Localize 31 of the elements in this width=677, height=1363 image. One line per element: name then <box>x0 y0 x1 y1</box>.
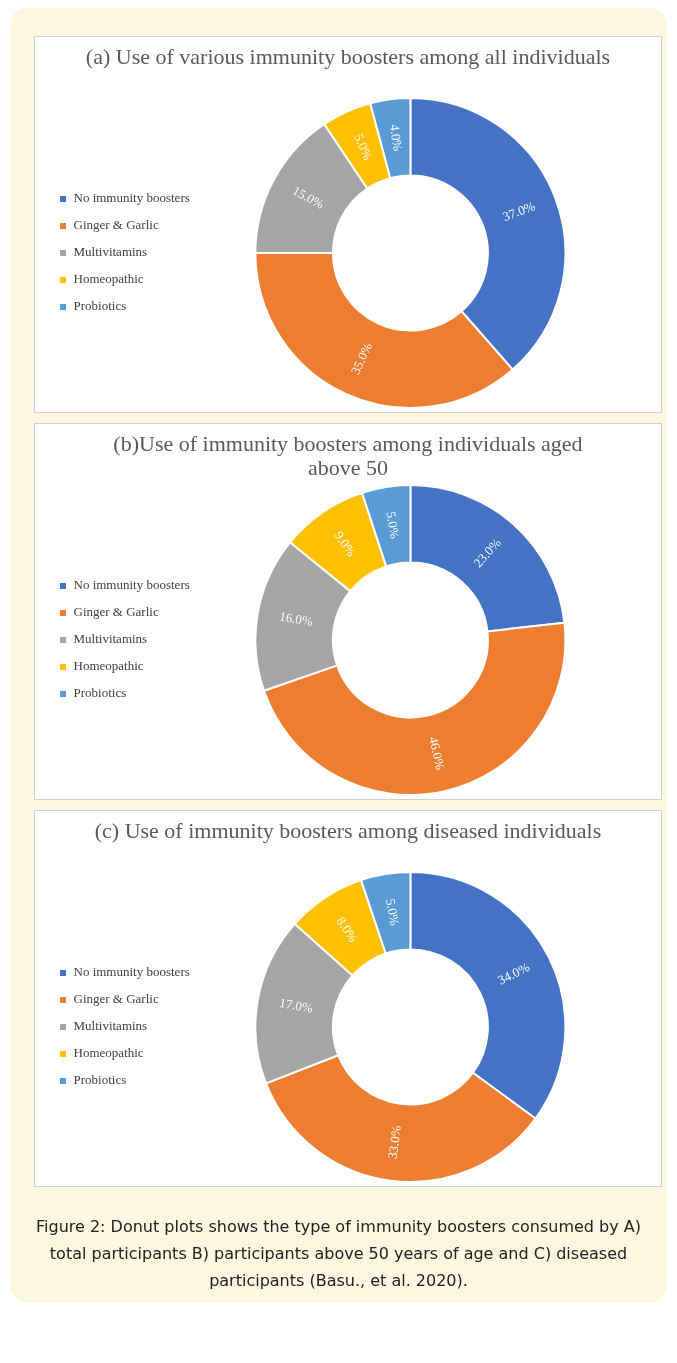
data-label: 5.0% <box>383 897 403 927</box>
chart-title: (c) Use of immunity boosters among diseased individuals <box>93 817 603 845</box>
chart-title: (b)Use of immunity boosters among individuals aged above 50 <box>112 430 584 482</box>
legend-label: Ginger & Garlic <box>73 991 159 1007</box>
legend-label: No immunity boosters <box>73 190 190 206</box>
legend-label: Multivitamins <box>73 1018 148 1034</box>
legend-label: Multivitamins <box>73 244 148 260</box>
data-label: 33.0% <box>384 1124 404 1160</box>
chart-title: (a) Use of various immunity boosters among all individuals <box>84 43 612 71</box>
data-label: 37.0% <box>500 198 538 224</box>
caption: Figure 2: Donut plots shows the type of immunity boosters consumed by A) total participants B) participants above 50 years of age and C) diseased participants (Basu., et al. 2020). <box>35 1216 642 1292</box>
data-label: 4.0% <box>387 123 406 153</box>
data-label: 5.0% <box>383 510 403 540</box>
data-label: 17.0% <box>278 994 315 1016</box>
data-label: 34.0% <box>495 959 533 988</box>
legend-label: Probiotics <box>73 298 127 314</box>
legend-label: Homeopathic <box>73 658 144 674</box>
legend-label: Homeopathic <box>73 1045 144 1061</box>
data-label: 5.0% <box>350 131 376 163</box>
data-label: 35.0% <box>347 339 376 377</box>
legend-label: Probiotics <box>73 685 127 701</box>
data-label: 46.0% <box>426 735 449 772</box>
legend-label: Homeopathic <box>73 271 144 287</box>
data-label: 15.0% <box>290 182 327 212</box>
data-label: 16.0% <box>278 608 315 630</box>
legend-label: Ginger & Garlic <box>73 217 159 233</box>
legend-label: Ginger & Garlic <box>73 604 159 620</box>
legend-label: Multivitamins <box>73 631 148 647</box>
legend-label: Probiotics <box>73 1072 127 1088</box>
legend-label: No immunity boosters <box>73 964 190 980</box>
legend-label: No immunity boosters <box>73 577 190 593</box>
